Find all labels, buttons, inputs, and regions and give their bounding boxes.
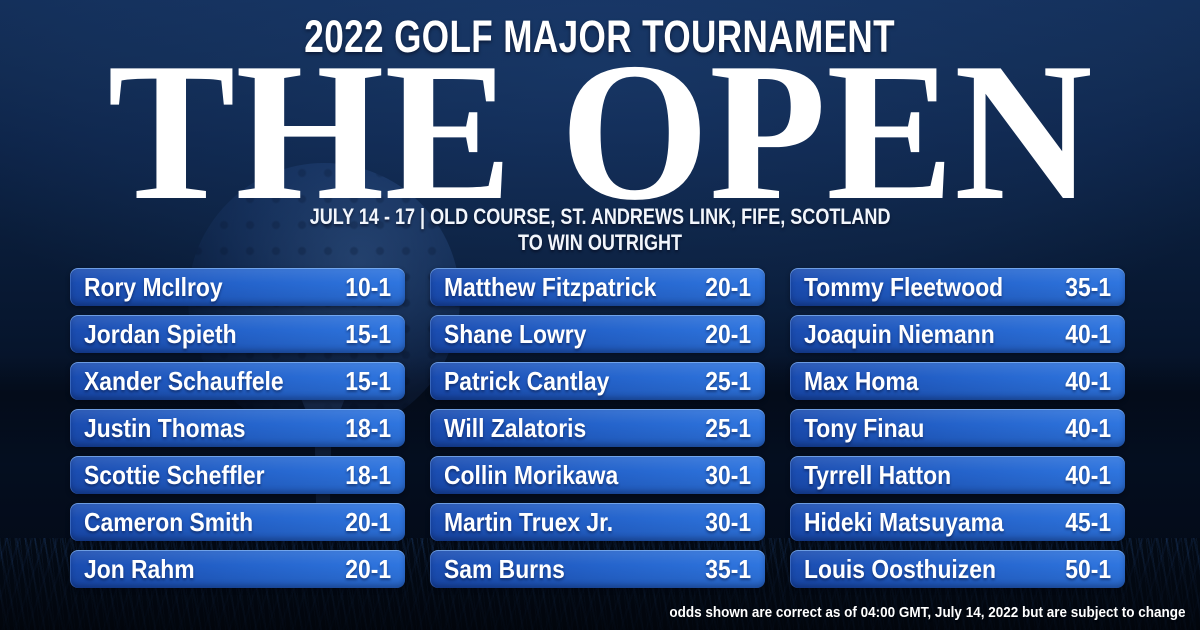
player-odds: 50-1: [1065, 554, 1111, 584]
player-odds: 15-1: [345, 319, 391, 349]
player-odds: 40-1: [1065, 460, 1111, 490]
player-odds: 10-1: [345, 272, 391, 302]
player-name: Justin Thomas: [84, 413, 246, 443]
odds-row: Patrick Cantlay 25-1: [430, 362, 765, 400]
odds-row: Rory McIlroy 10-1: [70, 268, 405, 306]
player-name: Jordan Spieth: [84, 319, 237, 349]
player-name: Scottie Scheffler: [84, 460, 265, 490]
odds-row: Scottie Scheffler 18-1: [70, 456, 405, 494]
player-odds: 20-1: [345, 554, 391, 584]
odds-row: Tony Finau 40-1: [790, 409, 1125, 447]
player-name: Jon Rahm: [84, 554, 195, 584]
odds-row: Sam Burns 35-1: [430, 550, 765, 588]
player-odds: 20-1: [705, 319, 751, 349]
odds-disclaimer: odds shown are correct as of 04:00 GMT, …: [669, 604, 1186, 621]
player-odds: 18-1: [345, 460, 391, 490]
player-odds: 30-1: [705, 507, 751, 537]
event-details: JULY 14 - 17 | OLD COURSE, ST. ANDREWS L…: [309, 204, 891, 229]
player-odds: 15-1: [345, 366, 391, 396]
odds-row: Tyrrell Hatton 40-1: [790, 456, 1125, 494]
kicker-row: 2022 GOLF MAJOR TOURNAMENT: [0, 14, 1200, 59]
player-name: Tony Finau: [804, 413, 925, 443]
odds-row: Cameron Smith 20-1: [70, 503, 405, 541]
player-odds: 20-1: [345, 507, 391, 537]
player-odds: 25-1: [705, 366, 751, 396]
player-name: Patrick Cantlay: [444, 366, 610, 396]
player-odds: 20-1: [705, 272, 751, 302]
odds-row: Shane Lowry 20-1: [430, 315, 765, 353]
player-odds: 40-1: [1065, 366, 1111, 396]
odds-row: Justin Thomas 18-1: [70, 409, 405, 447]
player-odds: 18-1: [345, 413, 391, 443]
player-odds: 40-1: [1065, 319, 1111, 349]
player-name: Sam Burns: [444, 554, 565, 584]
player-name: Joaquin Niemann: [804, 319, 995, 349]
odds-row: Martin Truex Jr. 30-1: [430, 503, 765, 541]
odds-row: Tommy Fleetwood 35-1: [790, 268, 1125, 306]
main-title: THE OPEN: [108, 58, 1093, 208]
player-name: Hideki Matsuyama: [804, 507, 1004, 537]
odds-row: Jon Rahm 20-1: [70, 550, 405, 588]
main-title-wrap: THE OPEN: [100, 22, 1100, 241]
player-name: Cameron Smith: [84, 507, 254, 537]
player-name: Louis Oosthuizen: [804, 554, 996, 584]
odds-row: Hideki Matsuyama 45-1: [790, 503, 1125, 541]
odds-row: Will Zalatoris 25-1: [430, 409, 765, 447]
player-odds: 35-1: [705, 554, 751, 584]
odds-row: Matthew Fitzpatrick 20-1: [430, 268, 765, 306]
player-name: Max Homa: [804, 366, 919, 396]
player-name: Martin Truex Jr.: [444, 507, 614, 537]
player-odds: 35-1: [1065, 272, 1111, 302]
player-name: Tommy Fleetwood: [804, 272, 1004, 302]
odds-row: Joaquin Niemann 40-1: [790, 315, 1125, 353]
tournament-kicker: 2022 GOLF MAJOR TOURNAMENT: [304, 11, 896, 62]
player-name: Will Zalatoris: [444, 413, 587, 443]
player-odds: 25-1: [705, 413, 751, 443]
odds-row: Collin Morikawa 30-1: [430, 456, 765, 494]
player-name: Matthew Fitzpatrick: [444, 272, 657, 302]
odds-row: Xander Schauffele 15-1: [70, 362, 405, 400]
player-odds: 30-1: [705, 460, 751, 490]
event-details-row: JULY 14 - 17 | OLD COURSE, ST. ANDREWS L…: [0, 206, 1200, 254]
player-name: Xander Schauffele: [84, 366, 284, 396]
player-name: Tyrrell Hatton: [804, 460, 952, 490]
player-name: Collin Morikawa: [444, 460, 619, 490]
market-label: TO WIN OUTRIGHT: [517, 230, 683, 255]
player-odds: 40-1: [1065, 413, 1111, 443]
player-odds: 45-1: [1065, 507, 1111, 537]
odds-row: Jordan Spieth 15-1: [70, 315, 405, 353]
player-name: Rory McIlroy: [84, 272, 223, 302]
odds-row: Max Homa 40-1: [790, 362, 1125, 400]
main-title-svg: THE OPEN: [108, 22, 1093, 241]
odds-board: Rory McIlroy 10-1 Jordan Spieth 15-1 Xande…: [70, 268, 1125, 588]
player-name: Shane Lowry: [444, 319, 587, 349]
odds-row: Louis Oosthuizen 50-1: [790, 550, 1125, 588]
